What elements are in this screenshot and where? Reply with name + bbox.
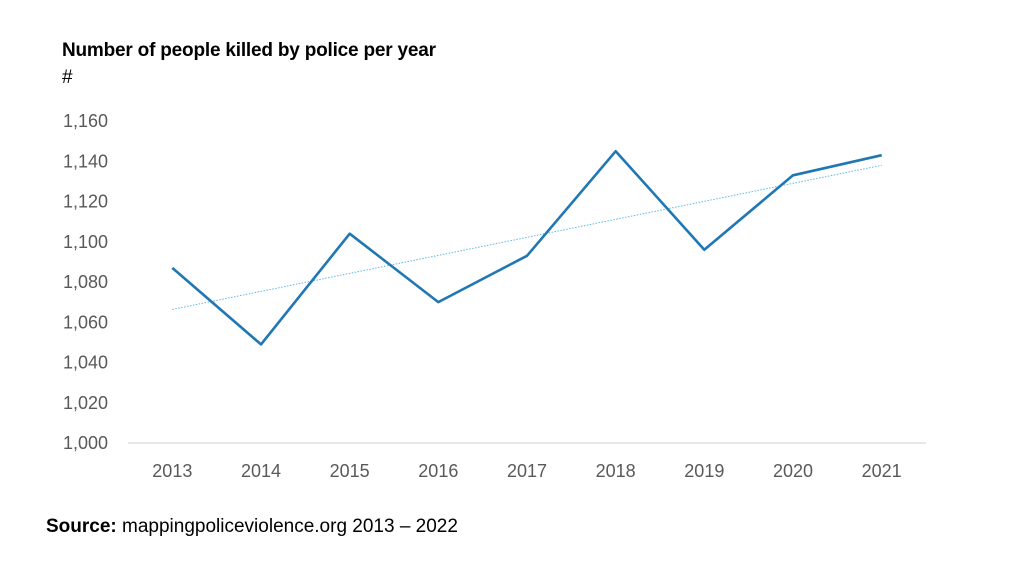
source-note: Source: mappingpoliceviolence.org 2013 –… (46, 516, 458, 538)
series-line (171, 149, 882, 346)
y-tick-label: 1,060 (63, 312, 108, 332)
x-tick-label: 2018 (596, 461, 636, 481)
x-tick-label: 2014 (241, 461, 281, 481)
y-axis-unit-label: # (62, 67, 73, 88)
y-tick-label: 1,100 (63, 232, 108, 252)
y-axis-ticks: 1,000 1,020 1,040 1,060 1,080 1,100 1,120 1,140… (63, 111, 108, 453)
y-tick-label: 1,040 (63, 353, 108, 373)
chart-title: Number of people killed by police per ye… (62, 40, 436, 61)
x-axis-ticks: 2013 2014 2015 2016 2017 2018 2019 2020 2021 (152, 461, 901, 481)
y-tick-label: 1,140 (63, 151, 108, 171)
source-label: Source: (46, 516, 117, 537)
x-tick-label: 2019 (684, 461, 724, 481)
y-tick-label: 1,160 (63, 111, 108, 131)
x-tick-label: 2017 (507, 461, 547, 481)
y-tick-label: 1,080 (63, 272, 108, 292)
trendline (172, 164, 882, 310)
x-tick-label: 2016 (418, 461, 458, 481)
x-tick-label: 2015 (330, 461, 370, 481)
y-tick-label: 1,020 (63, 393, 108, 413)
x-tick-label: 2020 (773, 461, 813, 481)
x-tick-label: 2021 (862, 461, 902, 481)
x-tick-label: 2013 (152, 461, 192, 481)
source-text: mappingpoliceviolence.org 2013 – 2022 (116, 516, 458, 537)
y-tick-label: 1,120 (63, 192, 108, 212)
y-tick-label: 1,000 (63, 433, 108, 453)
